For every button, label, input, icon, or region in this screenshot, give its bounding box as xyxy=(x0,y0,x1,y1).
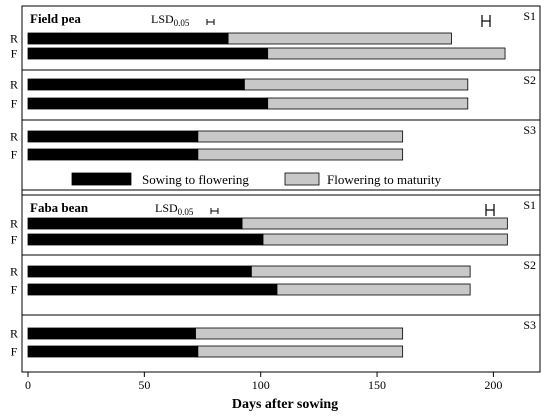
group-label: S2 xyxy=(523,258,536,272)
bar-flowering-to-maturity xyxy=(197,130,404,143)
row-label: F xyxy=(11,47,18,61)
panel-title: Faba bean xyxy=(30,200,89,215)
bar-flowering-to-maturity xyxy=(227,32,452,45)
row-label: F xyxy=(11,148,18,162)
bar-flowering-to-maturity xyxy=(197,148,404,161)
bar-sowing-to-flowering xyxy=(27,32,229,45)
bar-flowering-to-maturity xyxy=(267,47,506,60)
group-label: S1 xyxy=(523,198,536,212)
bar-sowing-to-flowering xyxy=(27,265,252,278)
row-label: F xyxy=(11,233,18,247)
row-label: F xyxy=(11,97,18,111)
lsd-subscript: 0.05 xyxy=(174,18,190,28)
x-tick-label: 100 xyxy=(252,378,270,392)
legend-label: Flowering to maturity xyxy=(327,172,442,187)
panel-title: Field pea xyxy=(30,11,81,26)
row-label: R xyxy=(10,130,18,144)
legend-swatch xyxy=(284,172,320,186)
bar-flowering-to-maturity xyxy=(267,97,469,110)
row-label: F xyxy=(11,283,18,297)
row-label: R xyxy=(10,78,18,92)
bar-sowing-to-flowering xyxy=(27,47,269,60)
legend-swatch xyxy=(71,172,132,186)
bar-sowing-to-flowering xyxy=(27,345,199,358)
bar-sowing-to-flowering xyxy=(27,148,199,161)
bar-flowering-to-maturity xyxy=(276,283,471,296)
bar-flowering-to-maturity xyxy=(197,345,404,358)
bar-flowering-to-maturity xyxy=(195,327,404,340)
row-label: R xyxy=(10,217,18,231)
group-label: S1 xyxy=(523,9,536,23)
row-label: R xyxy=(10,32,18,46)
bar-flowering-to-maturity xyxy=(241,217,508,230)
lsd-subscript: 0.05 xyxy=(178,207,194,217)
group-label: S3 xyxy=(523,123,536,137)
bar-flowering-to-maturity xyxy=(262,233,508,246)
bar-sowing-to-flowering xyxy=(27,217,243,230)
group-label: S2 xyxy=(523,73,536,87)
group-label: S3 xyxy=(523,318,536,332)
x-axis-label: Days after sowing xyxy=(232,397,338,412)
bar-sowing-to-flowering xyxy=(27,78,245,91)
bar-flowering-to-maturity xyxy=(250,265,471,278)
bar-sowing-to-flowering xyxy=(27,233,264,246)
x-tick-label: 0 xyxy=(25,378,31,392)
bar-flowering-to-maturity xyxy=(244,78,469,91)
bar-sowing-to-flowering xyxy=(27,97,269,110)
row-label: R xyxy=(10,265,18,279)
bar-sowing-to-flowering xyxy=(27,130,199,143)
x-tick-label: 200 xyxy=(484,378,502,392)
legend-label: Sowing to flowering xyxy=(142,172,249,187)
row-label: R xyxy=(10,327,18,341)
bar-sowing-to-flowering xyxy=(27,283,278,296)
x-tick-label: 150 xyxy=(368,378,386,392)
x-tick-label: 50 xyxy=(138,378,150,392)
bar-sowing-to-flowering xyxy=(27,327,196,340)
row-label: F xyxy=(11,345,18,359)
